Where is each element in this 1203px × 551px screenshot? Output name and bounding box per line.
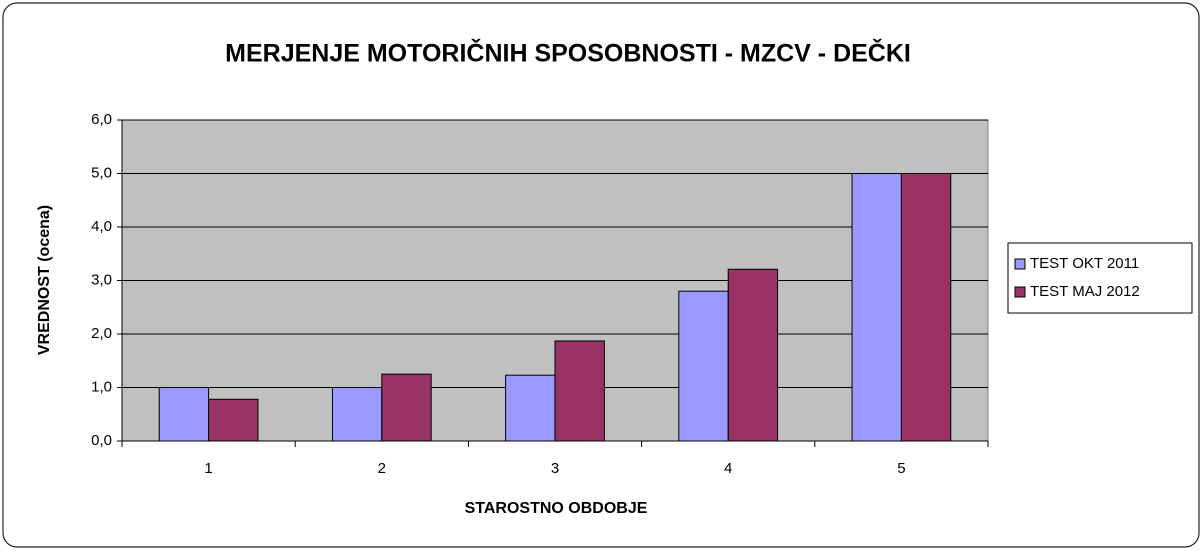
x-axis-label: STAROSTNO OBDOBJE: [465, 500, 648, 517]
x-tick-label: 2: [378, 460, 386, 477]
legend-label: TEST MAJ 2012: [1030, 283, 1140, 300]
bar: [208, 398, 259, 442]
legend-swatch: [1014, 258, 1026, 270]
y-tick-label: 5,0: [91, 164, 112, 181]
bar: [678, 290, 729, 442]
y-axis-label: VREDNOST (ocena): [36, 205, 53, 355]
bar: [381, 373, 432, 442]
bar: [554, 340, 605, 442]
bar: [727, 268, 779, 442]
y-tick-label: 3,0: [91, 271, 112, 288]
bar: [851, 173, 902, 442]
legend-label: TEST OKT 2011: [1030, 255, 1139, 272]
y-tick-label: 1,0: [91, 378, 112, 395]
x-tick-label: 1: [204, 460, 212, 477]
legend: [1007, 242, 1193, 314]
bar: [331, 387, 383, 442]
chart-title: MERJENJE MOTORIČNIH SPOSOBNOSTI - MZCV -…: [225, 38, 911, 68]
x-tick-label: 4: [724, 460, 732, 477]
bar: [505, 374, 556, 442]
legend-swatch: [1014, 286, 1026, 298]
y-tick-label: 2,0: [91, 325, 112, 342]
y-tick-label: 0,0: [91, 432, 112, 449]
bar: [900, 173, 952, 442]
x-tick-label: 5: [897, 460, 905, 477]
bar: [158, 387, 210, 442]
y-tick-label: 4,0: [91, 218, 112, 235]
y-tick-label: 6,0: [91, 111, 112, 128]
x-tick-label: 3: [551, 460, 559, 477]
